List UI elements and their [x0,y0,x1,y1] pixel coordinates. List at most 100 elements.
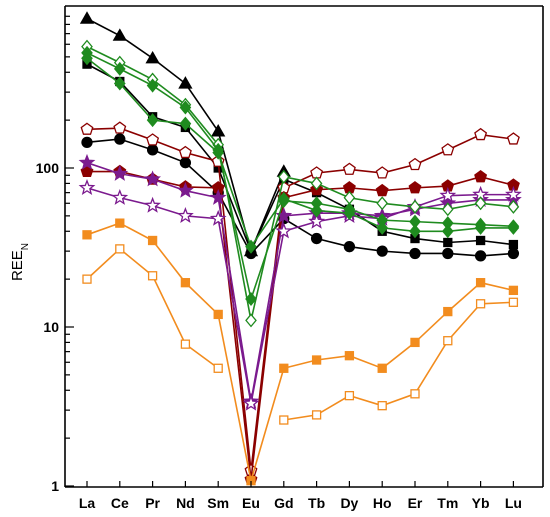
y-tick-label: 100 [36,160,60,176]
x-tick-label: La [79,495,96,511]
star-marker [177,181,194,198]
diamond-marker [277,169,290,184]
pentagon-marker [506,132,520,145]
series-9 [81,51,520,254]
y-tick-label: 1 [51,478,59,494]
y-axis-label-main: REE [9,250,26,281]
pentagon-marker [441,143,455,156]
diamond-marker [441,224,454,239]
pentagon-marker [474,127,488,141]
diamond-marker [474,196,487,211]
square-marker [508,239,519,250]
x-tick-label: Lu [505,495,522,511]
square-marker [508,285,519,296]
series-line [86,187,514,404]
pentagon-marker [342,162,356,175]
square-marker [410,337,420,348]
series-line [86,63,514,254]
circle-marker [507,247,520,260]
x-tick-label: Nd [176,495,195,511]
circle-marker [343,241,356,253]
axes [64,5,544,488]
y-axis-label: REEN [9,243,31,281]
circle-marker [474,250,487,262]
triangle-marker [112,28,127,41]
star-marker [242,394,260,411]
x-tick-label: Gd [274,495,293,511]
diamond-marker [409,199,421,214]
series-11 [82,244,519,425]
series-8 [81,45,520,307]
circle-marker [146,144,159,156]
series-3 [80,121,520,477]
square-marker [311,355,322,365]
square-marker [279,415,289,425]
series-10 [82,218,519,486]
diamond-marker [376,220,389,235]
square-marker [443,237,453,248]
x-tick-label: Eu [242,495,260,511]
ticks: 1 10 100 La Ce Pr Nd Sm Eu Gd Tb Dy Ho Er Tm Yb Lu [36,15,522,511]
diamond-marker [474,220,487,235]
diamond-marker [441,202,454,217]
x-tick-label: Tb [308,495,325,511]
pentagon-marker [310,166,324,179]
pentagon-marker [375,166,389,179]
x-tick-label: Tm [437,495,458,511]
square-marker [147,235,158,246]
series-line [283,301,514,421]
diamond-marker [310,203,323,218]
diamond-marker [146,113,159,128]
square-marker [115,244,125,254]
star-marker [78,179,96,195]
diamond-marker [81,51,93,66]
star-marker [209,188,227,205]
square-marker [443,336,453,346]
pentagon-marker [408,157,422,171]
y-tick-label: 10 [43,319,59,335]
circle-marker [310,232,323,245]
star-marker [439,186,457,203]
pentagon-marker [178,145,192,159]
triangle-marker [145,50,160,64]
diamond-marker [409,224,421,239]
pentagon-marker [408,181,422,194]
square-marker [475,278,486,288]
x-tick-label: Ho [373,495,392,511]
pentagon-marker [113,121,127,134]
x-tick-label: Er [408,495,423,511]
x-tick-label: Ce [111,495,129,511]
x-tick-label: Dy [340,495,358,511]
diamond-marker [113,76,126,91]
star-marker [505,185,522,202]
pentagon-marker [80,122,94,135]
star-marker [308,212,325,229]
circle-marker [442,247,454,260]
square-marker [475,299,486,309]
diamond-marker [146,78,159,93]
circle-marker [114,133,126,145]
series-line [86,222,514,481]
diamond-marker [113,61,126,76]
diamond-marker [310,176,323,191]
star-marker [78,153,96,170]
diamond-marker [277,191,290,206]
x-tick-label: Pr [145,495,160,511]
circle-marker [409,247,421,260]
square-marker [180,278,191,288]
diamond-marker [507,220,520,235]
square-marker [279,363,289,373]
star-marker [275,222,293,239]
square-marker [508,297,519,307]
square-marker [377,363,387,373]
y-axis-label-subscript: N [20,243,31,250]
square-marker [180,339,191,349]
pentagon-marker [474,170,488,183]
square-marker [377,401,387,411]
square-marker [443,306,453,317]
series-line [86,247,219,369]
series-6 [78,179,522,411]
diamond-marker [212,145,225,160]
pentagon-marker [375,183,389,197]
